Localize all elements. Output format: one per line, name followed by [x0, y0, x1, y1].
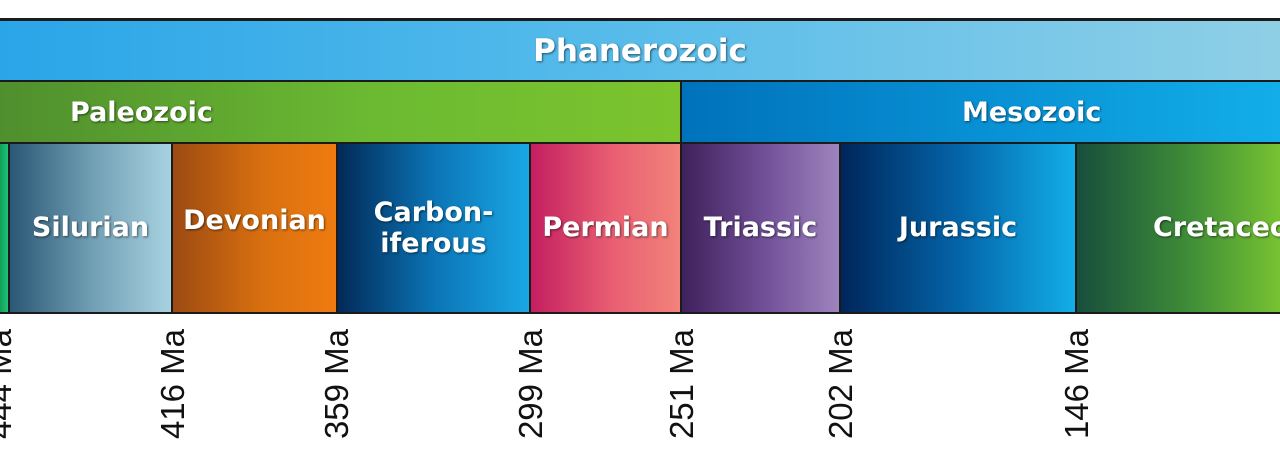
period-carboniferous: Carbon- iferous [338, 144, 531, 314]
period-ordovician-edge [0, 144, 10, 314]
period-label-cretaceous: Cretaceo [1153, 212, 1280, 244]
boundary-label-146: 146 Ma [1058, 328, 1095, 440]
boundary-label-444: 444 Ma [0, 328, 18, 440]
eon-label: Phanerozoic [533, 32, 747, 69]
period-jurassic: Jurassic [841, 144, 1077, 314]
boundary-label-251: 251 Ma [663, 328, 700, 440]
period-silurian: Silurian [10, 144, 173, 314]
boundary-label-416: 416 Ma [154, 328, 191, 440]
eon-phanerozoic: Phanerozoic [0, 18, 1280, 82]
period-label-permian: Permian [542, 212, 669, 244]
period-label-carboniferous-line2: iferous [380, 228, 487, 259]
period-permian: Permian [531, 144, 682, 314]
era-mesozoic: Mesozoic [682, 82, 1280, 144]
period-label-devonian: Devonian [183, 205, 326, 237]
boundary-label-299: 299 Ma [512, 328, 549, 440]
period-label-triassic: Triassic [703, 212, 818, 244]
period-devonian: Devonian [173, 144, 338, 314]
era-paleozoic: Paleozoic [0, 82, 682, 144]
boundary-label-359: 359 Ma [318, 328, 355, 440]
era-label-paleozoic: Paleozoic [70, 96, 213, 128]
era-label-mesozoic: Mesozoic [962, 96, 1102, 128]
boundary-label-202: 202 Ma [822, 328, 859, 440]
period-label-silurian: Silurian [31, 212, 150, 244]
period-cretaceous: Cretaceo [1077, 144, 1280, 314]
period-label-jurassic: Jurassic [898, 212, 1018, 244]
period-triassic: Triassic [682, 144, 841, 314]
period-label-carboniferous-line1: Carbon- [373, 196, 494, 228]
